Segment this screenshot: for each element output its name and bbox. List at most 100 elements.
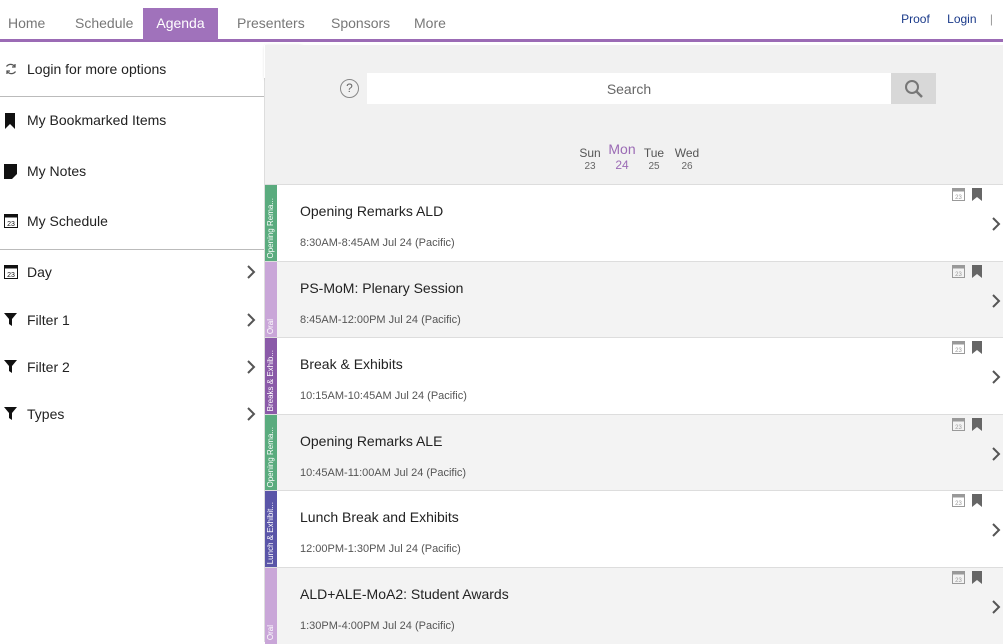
tab-presenters[interactable]: Presenters <box>237 15 305 31</box>
sidebar-item-label: Filter 1 <box>27 312 70 328</box>
calendar-icon: 23 <box>4 214 18 230</box>
top-nav: Home Schedule Agenda Presenters Sponsors… <box>0 0 1003 42</box>
add-to-calendar-icon[interactable]: 23 <box>952 188 965 201</box>
svg-text:23: 23 <box>955 272 962 278</box>
session-title[interactable]: Break & Exhibits <box>300 356 403 372</box>
session-title[interactable]: PS-MoM: Plenary Session <box>300 279 464 296</box>
svg-text:23: 23 <box>955 578 962 584</box>
session-type-label: Breaks & Exhib... <box>266 349 275 411</box>
session-row[interactable]: Oral ALD+ALE-MoA2: Student Awards 1:30PM-4… <box>265 566 1003 644</box>
add-to-calendar-icon[interactable]: 23 <box>952 417 965 431</box>
session-type-tag: Opening Rema... <box>265 414 277 491</box>
add-to-calendar-icon[interactable]: 23 <box>952 570 965 584</box>
sidebar-item-schedule[interactable]: 23 My Schedule <box>0 202 264 242</box>
session-row[interactable]: Opening Rema... Opening Remarks ALE 10:45A… <box>265 413 1003 491</box>
bookmark-icon[interactable] <box>972 188 982 201</box>
chevron-right-icon <box>246 407 258 421</box>
filter-icon <box>4 360 18 376</box>
tab-schedule[interactable]: Schedule <box>75 15 134 31</box>
session-title[interactable]: Lunch Break and Exhibits <box>300 509 459 525</box>
chevron-right-icon[interactable] <box>991 446 1001 461</box>
sidebar-item-label: Filter 2 <box>27 359 70 375</box>
login-link[interactable]: Login <box>947 12 977 26</box>
search-input[interactable] <box>367 73 891 104</box>
bookmark-icon[interactable] <box>972 264 982 278</box>
filter-icon <box>4 313 18 329</box>
day-mon[interactable]: Mon 24 <box>608 141 636 172</box>
session-type-tag: Breaks & Exhib... <box>265 338 277 414</box>
day-selector: Sun 23 Mon 24 Tue 25 Wed 26 <box>265 142 1003 182</box>
session-title[interactable]: ALD+ALE-MoA2: Student Awards <box>300 585 509 602</box>
divider <box>0 249 264 250</box>
divider <box>0 96 264 97</box>
refresh-icon <box>4 62 18 78</box>
sidebar-item-label: My Bookmarked Items <box>27 112 167 128</box>
bookmark-icon[interactable] <box>972 494 982 507</box>
chevron-right-icon <box>246 313 258 327</box>
tab-more[interactable]: More <box>414 15 446 31</box>
filter-icon <box>4 407 18 423</box>
chevron-right-icon[interactable] <box>991 523 1001 537</box>
chevron-right-icon[interactable] <box>991 217 1001 231</box>
session-type-tag: Oral <box>265 261 277 338</box>
help-icon[interactable]: ? <box>340 79 359 98</box>
add-to-calendar-icon[interactable]: 23 <box>952 264 965 278</box>
session-title[interactable]: Opening Remarks ALD <box>300 203 444 219</box>
tab-home[interactable]: Home <box>8 15 46 31</box>
session-type-label: Oral <box>266 319 275 335</box>
sidebar-item-filter-2[interactable]: Filter 2 <box>0 348 264 388</box>
svg-text:23: 23 <box>955 501 962 507</box>
sidebar-item-label: Day <box>27 264 52 280</box>
session-type-tag: Opening Rema... <box>265 185 277 261</box>
sidebar-item-label: My Notes <box>27 163 87 179</box>
tab-sponsors[interactable]: Sponsors <box>331 15 391 31</box>
sidebar-item-types[interactable]: Types <box>0 395 264 435</box>
session-type-label: Oral <box>266 625 275 641</box>
session-row[interactable]: Opening Rema... Opening Remarks ALD 8:30AM… <box>265 184 1003 261</box>
add-to-calendar-icon[interactable]: 23 <box>952 494 965 507</box>
top-links: Proof Login | <box>887 12 993 26</box>
chevron-right-icon <box>246 360 258 374</box>
svg-text:23: 23 <box>955 348 962 354</box>
session-time: 1:30PM-4:00PM Jul 24 (Pacific) <box>300 619 455 632</box>
search-button[interactable] <box>891 73 936 104</box>
bookmark-icon[interactable] <box>972 417 982 431</box>
day-wed[interactable]: Wed 26 <box>674 146 700 172</box>
session-time: 10:45AM-11:00AM Jul 24 (Pacific) <box>300 466 467 479</box>
sidebar-item-login[interactable]: Login for more options <box>0 50 264 90</box>
session-time: 8:30AM-8:45AM Jul 24 (Pacific) <box>300 237 455 249</box>
sidebar-item-label: My Schedule <box>27 213 108 229</box>
svg-text:23: 23 <box>955 195 962 201</box>
svg-text:23: 23 <box>955 425 962 431</box>
day-tue[interactable]: Tue 25 <box>643 146 665 172</box>
chevron-right-icon <box>246 265 258 279</box>
session-row[interactable]: Lunch & Exhibit... Lunch Break and Exhibi… <box>265 490 1003 567</box>
session-type-tag: Lunch & Exhibit... <box>265 491 277 567</box>
sidebar-item-filter-1[interactable]: Filter 1 <box>0 301 264 341</box>
session-row[interactable]: Breaks & Exhib... Break & Exhibits 10:15AM… <box>265 337 1003 414</box>
day-sun[interactable]: Sun 23 <box>579 146 601 172</box>
session-type-label: Opening Rema... <box>266 427 275 488</box>
session-time: 8:45AM-12:00PM Jul 24 (Pacific) <box>300 313 461 326</box>
session-row[interactable]: Oral PS-MoM: Plenary Session 8:45AM-12:00P… <box>265 260 1003 338</box>
chevron-right-icon[interactable] <box>991 599 1001 614</box>
session-time: 10:15AM-10:45AM Jul 24 (Pacific) <box>300 390 467 402</box>
tab-agenda[interactable]: Agenda <box>143 8 218 40</box>
sidebar-item-day[interactable]: 23 Day <box>0 253 264 293</box>
sidebar-item-notes[interactable]: My Notes <box>0 152 264 192</box>
svg-text:23: 23 <box>7 221 15 228</box>
chevron-right-icon[interactable] <box>991 370 1001 384</box>
chevron-right-icon[interactable] <box>991 293 1001 308</box>
session-type-tag: Oral <box>265 567 277 644</box>
add-to-calendar-icon[interactable]: 23 <box>952 341 965 354</box>
proof-link[interactable]: Proof <box>901 12 930 26</box>
session-title[interactable]: Opening Remarks ALE <box>300 432 443 449</box>
session-type-label: Lunch & Exhibit... <box>266 501 275 564</box>
session-time: 12:00PM-1:30PM Jul 24 (Pacific) <box>300 543 461 555</box>
link-separator: | <box>989 12 993 26</box>
bookmark-icon[interactable] <box>972 570 982 584</box>
sidebar-item-label: Types <box>27 406 65 422</box>
bookmark-icon[interactable] <box>972 341 982 354</box>
sidebar-item-bookmarks[interactable]: My Bookmarked Items <box>0 101 264 141</box>
